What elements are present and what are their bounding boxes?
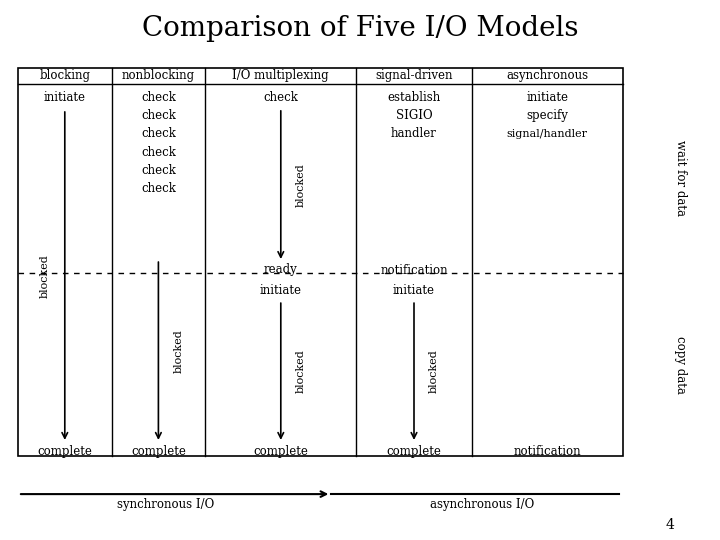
Bar xyxy=(18,68,623,456)
Text: complete: complete xyxy=(37,446,92,458)
Text: ready: ready xyxy=(264,264,297,276)
Text: 4: 4 xyxy=(665,518,674,532)
Text: initiate: initiate xyxy=(526,91,568,104)
Text: SIGIO: SIGIO xyxy=(396,109,432,122)
Text: blocked: blocked xyxy=(174,329,184,373)
Text: check: check xyxy=(264,91,298,104)
Text: initiate: initiate xyxy=(260,284,302,297)
Text: blocking: blocking xyxy=(40,69,90,82)
Text: signal/handler: signal/handler xyxy=(507,129,588,139)
Text: asynchronous: asynchronous xyxy=(506,69,588,82)
Text: specify: specify xyxy=(526,109,568,122)
Text: copy data: copy data xyxy=(674,335,687,394)
Text: check: check xyxy=(141,183,176,195)
Text: notification: notification xyxy=(380,264,448,276)
Text: check: check xyxy=(141,109,176,122)
Text: blocked: blocked xyxy=(40,254,50,298)
Text: blocked: blocked xyxy=(296,163,306,207)
Text: check: check xyxy=(141,91,176,104)
Text: complete: complete xyxy=(387,446,441,458)
Text: I/O multiplexing: I/O multiplexing xyxy=(233,69,329,82)
Text: signal-driven: signal-driven xyxy=(375,69,453,82)
Text: initiate: initiate xyxy=(393,284,435,297)
Text: nonblocking: nonblocking xyxy=(122,69,195,82)
Text: wait for data: wait for data xyxy=(674,140,687,216)
Text: check: check xyxy=(141,164,176,177)
Text: establish: establish xyxy=(387,91,441,104)
Text: blocked: blocked xyxy=(296,349,306,394)
Text: asynchronous I/O: asynchronous I/O xyxy=(431,498,534,511)
Text: check: check xyxy=(141,127,176,140)
Text: notification: notification xyxy=(513,446,581,458)
Text: synchronous I/O: synchronous I/O xyxy=(117,498,215,511)
Text: blocked: blocked xyxy=(429,349,439,394)
Text: initiate: initiate xyxy=(44,91,86,104)
Text: complete: complete xyxy=(253,446,308,458)
Text: handler: handler xyxy=(391,127,437,140)
Text: check: check xyxy=(141,146,176,159)
Text: Comparison of Five I/O Models: Comparison of Five I/O Models xyxy=(142,15,578,42)
Text: complete: complete xyxy=(131,446,186,458)
